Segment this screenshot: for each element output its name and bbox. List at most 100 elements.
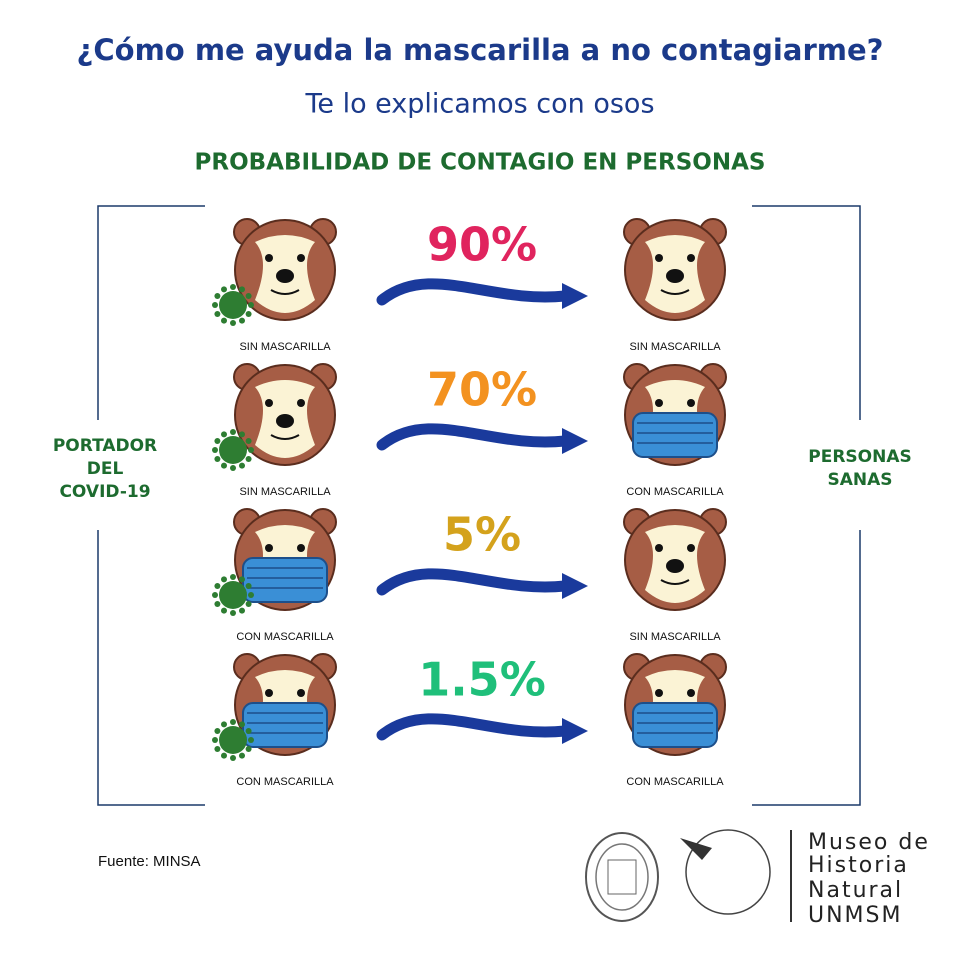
virus-spike [221,431,227,438]
virus-spike [230,755,236,761]
bear-label: SIN MASCARILLA [239,341,331,353]
left-group-label: DEL [87,459,124,479]
museum-name: UNMSM [808,903,903,928]
right-group-label: PERSONAS [808,447,912,467]
virus-spike [245,456,252,462]
left-bracket [97,205,205,806]
museum-name: Museo de [808,830,930,855]
virus-spike [221,607,227,614]
virus-spike [248,592,254,598]
bear-label: CON MASCARILLA [236,631,334,643]
bear-eye [687,254,695,262]
left-group-label: COVID-19 [59,482,150,502]
virus-spike [230,320,236,326]
virus-spike [245,583,252,589]
virus-spike [245,601,252,607]
bear-nose [666,559,684,573]
bear [623,508,727,611]
virus-spike [230,610,236,616]
bear-eye [687,544,695,552]
bear-eye [265,544,273,552]
bear-label: SIN MASCARILLA [239,486,331,498]
virus-spike [221,752,227,759]
bear-label: CON MASCARILLA [626,486,724,498]
bear [623,363,727,466]
subtitle: Te lo explicamos con osos [304,89,654,120]
logo-museum [680,829,771,915]
virus-spike [239,752,245,759]
bear-eye [655,399,663,407]
virus-spike [221,462,227,469]
virus-spike [248,302,254,308]
bear [212,508,337,616]
virus-spike [245,746,252,752]
mask [632,412,718,458]
arrow [376,278,571,306]
bear [623,653,727,756]
virus-spike [239,286,245,293]
virus-spike [230,574,236,580]
arrow [376,423,571,451]
bear-label: SIN MASCARILLA [629,341,721,353]
virus-spike [230,284,236,290]
bear-label: CON MASCARILLA [236,776,334,788]
right-group-label: SANAS [827,470,892,490]
bear-eye [297,399,305,407]
virus-spike [245,728,252,734]
bear-eye [655,254,663,262]
virus-spike [214,746,221,752]
virus-spike [214,456,221,462]
virus-spike [239,607,245,614]
logo-seal [585,832,659,922]
bear-label: CON MASCARILLA [626,776,724,788]
probability: 5% [443,508,521,562]
heading: PROBABILIDAD DE CONTAGIO EN PERSONAS [195,150,766,176]
virus-spike [239,431,245,438]
rows: SIN MASCARILLA SIN MASCARILLA 90% SIN MASCA… [212,218,727,788]
bear [212,363,337,471]
bear-eye [297,689,305,697]
arrow-head [562,573,588,599]
virus-spike [230,429,236,435]
virus-spike [248,737,254,743]
virus-spike [214,728,221,734]
left-group-label: PORTADOR [53,436,157,456]
museum-name: Natural [808,878,903,903]
bear-nose [276,414,294,428]
virus-spike [212,592,218,598]
probability: 90% [427,218,537,272]
bear-label: SIN MASCARILLA [629,631,721,643]
virus-spike [214,293,221,299]
virus-spike [239,462,245,469]
bear-eye [265,689,273,697]
virus-spike [230,719,236,725]
bear-mouth [660,579,690,585]
virus-spike [245,293,252,299]
virus-spike [248,447,254,453]
virus-spike [245,311,252,317]
virus-spike [212,302,218,308]
bear-eye [687,399,695,407]
bear-eye [297,254,305,262]
bear-eye [265,254,273,262]
virus [219,436,247,464]
virus-spike [221,721,227,728]
mask [242,557,328,603]
arrow [376,568,571,596]
title: ¿Cómo me ayuda la mascarilla a no contag… [77,33,884,67]
virus-spike [214,583,221,589]
arrow-head [562,283,588,309]
virus [219,726,247,754]
probability: 1.5% [418,653,546,707]
virus-spike [221,317,227,324]
arrow [376,713,571,741]
virus-spike [212,737,218,743]
mask [632,702,718,748]
bear-eye [265,399,273,407]
virus [219,291,247,319]
right-bracket [752,205,861,806]
virus-spike [214,438,221,444]
bear-nose [276,269,294,283]
bear-eye [655,689,663,697]
